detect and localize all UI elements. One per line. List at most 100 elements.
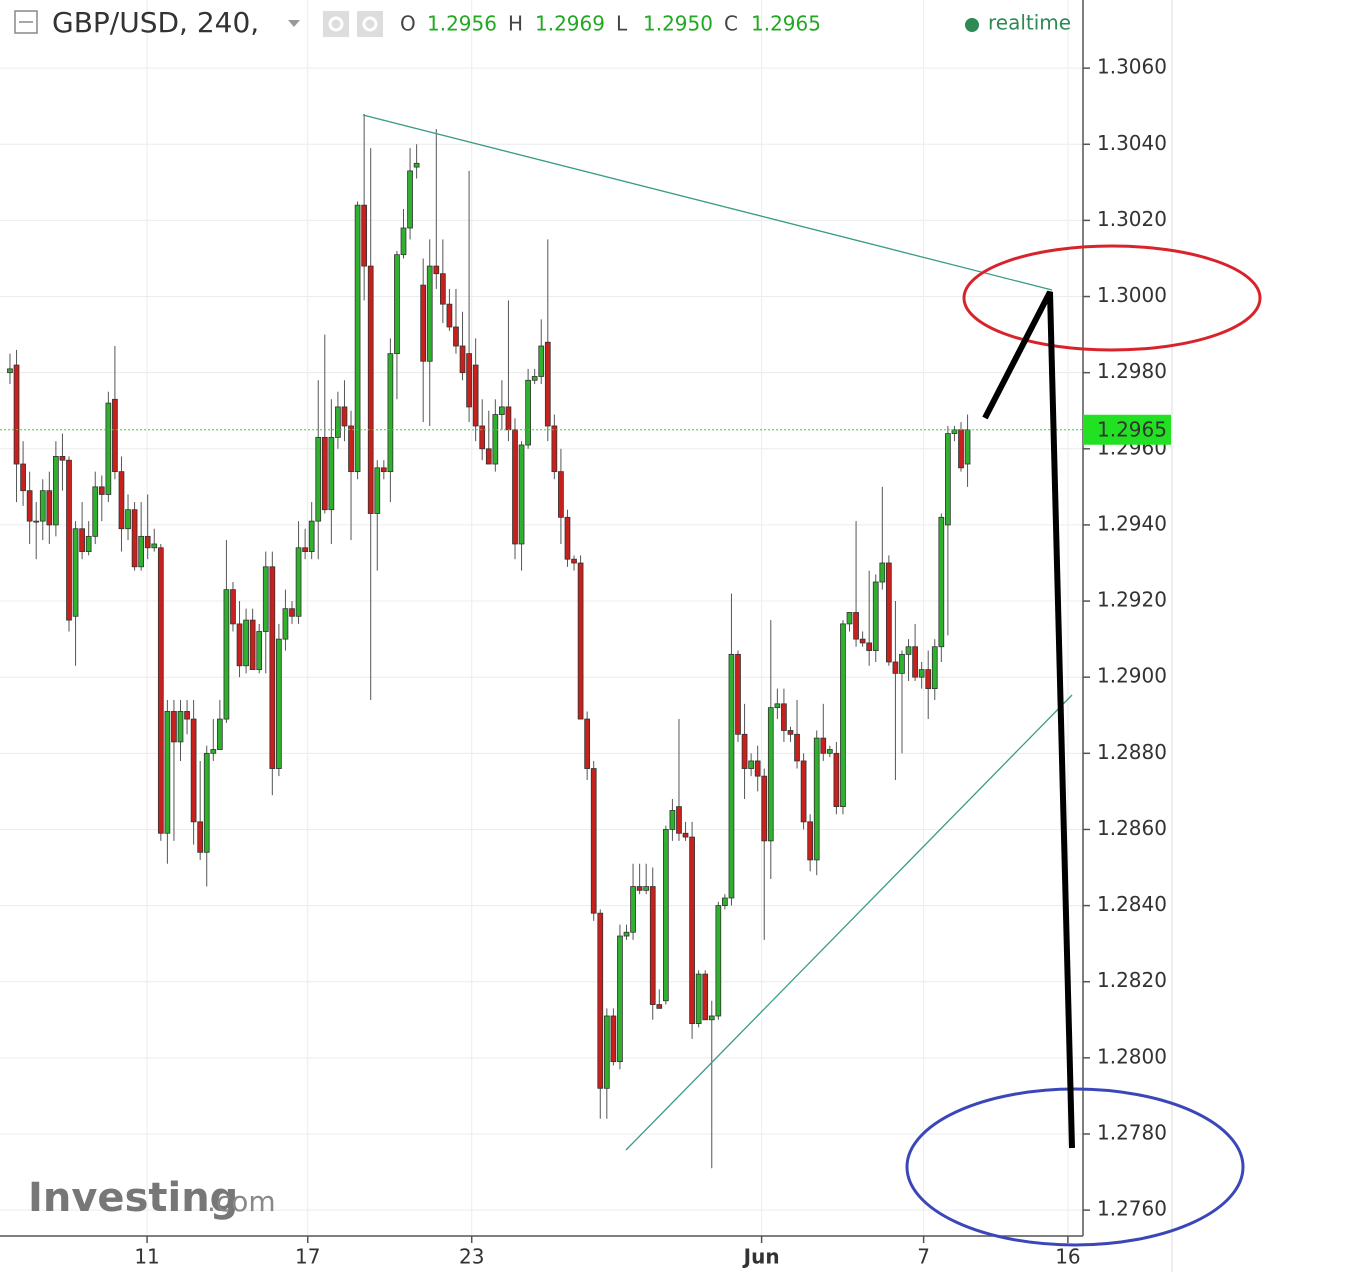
candle-body [157,547,164,834]
candle-body [394,254,400,355]
candle-body [774,703,781,709]
candle-body [125,509,131,530]
candle-body [899,653,905,674]
ohlc-label: L [616,12,628,36]
candle-body [689,836,695,1024]
y-tick-label: 1.2900 [1097,664,1167,688]
x-tick-label: 17 [295,1245,320,1269]
candle-body [512,429,518,545]
candle-body [361,204,368,267]
candle-body [531,376,538,381]
candle-body [407,170,413,229]
y-tick-label: 1.2880 [1097,740,1167,764]
candle-body [662,829,669,1002]
candle-body [171,711,177,743]
candle-body [728,653,735,899]
candle-body [866,642,873,651]
dropdown-arrow[interactable] [288,20,300,27]
candle-body [492,414,499,465]
candle-body [505,406,512,431]
x-tick-label: 7 [917,1245,930,1269]
y-tick-label: 1.3000 [1097,283,1167,307]
candle-body [302,547,308,552]
candle-body [833,752,840,808]
candle-body [98,486,105,495]
candle-body [590,768,597,914]
candle-body [216,718,223,750]
candle-body [748,760,754,769]
candle-body [722,897,728,906]
candle-body [433,265,440,275]
candle-body [643,886,650,891]
candle-body [13,364,20,465]
candle-body [807,821,814,861]
candle-body [649,886,656,1005]
candle-body [564,516,571,560]
candle-body [53,456,59,526]
x-tick-label: 16 [1055,1245,1080,1269]
candle-body [46,490,53,526]
candle-body [958,429,964,469]
candle-body [269,566,276,769]
candle-body [715,905,722,1017]
candle-body [276,638,282,769]
y-tick-label: 1.2980 [1097,359,1167,383]
candle-body [558,471,564,518]
candle-body [26,490,33,522]
candle-body [66,459,72,621]
candle-body [846,612,853,625]
candle-body [938,516,945,648]
candle-body [79,528,85,552]
candle-body [341,406,348,427]
candle-body [210,749,217,754]
candle-body [33,520,40,523]
candle-body [105,402,112,495]
candle-body [813,737,820,861]
candle-body [190,718,197,823]
realtime-label: realtime [988,11,1071,35]
watermark-suffix: .com [207,1185,276,1218]
watermark-brand: Investing [28,1175,238,1221]
candle-body [236,623,243,667]
candle-body [918,669,925,678]
candle-body [800,760,807,823]
gear-icon[interactable] [357,11,383,37]
candle-body [72,528,79,617]
candle-body [282,608,289,640]
candle-body [138,535,145,568]
symbol-title: GBP/USD, 240, [52,6,259,39]
candle-body [249,619,256,670]
candle-body [781,703,787,731]
candle-body [571,558,577,564]
candle-body [321,436,328,511]
candle-body [859,638,866,644]
x-tick-label: 23 [459,1245,484,1269]
x-tick-label: 11 [134,1245,159,1269]
axes: 1.30601.30401.30201.30001.29801.29601.29… [134,55,1171,1269]
candle-body [872,581,879,651]
candle-body [951,429,958,434]
settings-icon[interactable] [323,11,349,37]
candle-body [315,436,322,522]
candle-body [20,463,26,492]
candle-body [892,661,899,674]
candle-body [289,608,295,617]
ohlc-label: C [724,12,738,36]
candle-body [439,273,446,305]
candle-body [230,589,236,625]
target-ellipse-high [962,244,1262,352]
candle-body [676,806,682,834]
candle-body [584,718,591,769]
candle-body [420,284,427,362]
candle-body [118,471,125,530]
candle-body [256,631,263,670]
candle-body [308,520,315,552]
candle-body [518,444,525,545]
candle-body [885,562,892,663]
candle-body [702,973,709,1021]
candle-body [794,733,800,762]
candle-body [525,379,531,446]
candles [0,113,1083,1169]
candle-body [879,562,886,583]
